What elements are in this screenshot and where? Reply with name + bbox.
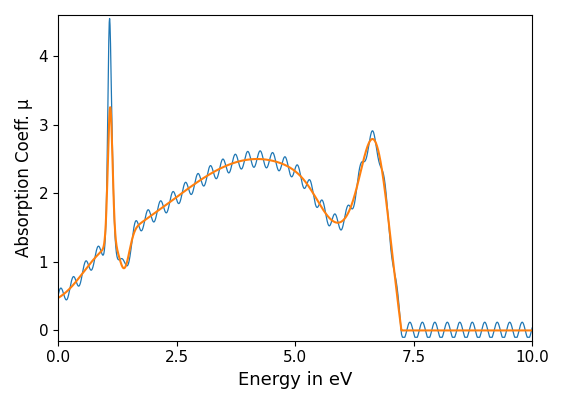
Y-axis label: Absorption Coeff. μ: Absorption Coeff. μ: [15, 99, 33, 257]
X-axis label: Energy in eV: Energy in eV: [238, 371, 352, 389]
